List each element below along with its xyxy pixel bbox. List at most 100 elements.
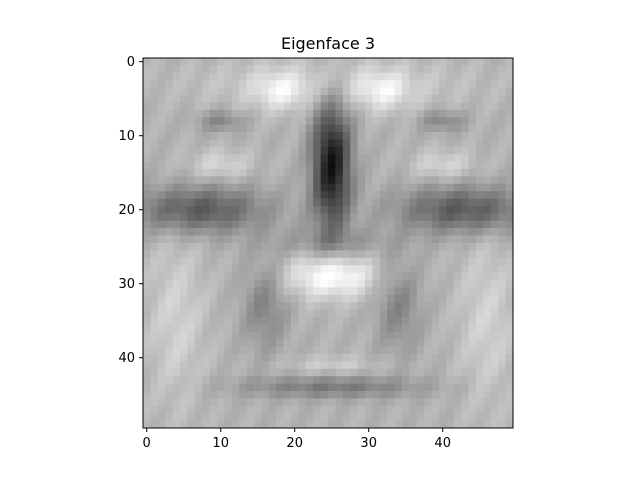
heatmap-cell <box>150 361 159 370</box>
heatmap-cell <box>379 132 388 140</box>
heatmap-cell <box>424 235 432 244</box>
heatmap-cell <box>231 146 240 155</box>
heatmap-cell <box>357 250 366 259</box>
heatmap-cell <box>291 65 299 74</box>
heatmap-cell <box>446 176 455 185</box>
heatmap-cell <box>431 309 440 318</box>
heatmap-cell <box>409 265 418 273</box>
heatmap-cell <box>291 272 299 281</box>
heatmap-cell <box>372 368 381 377</box>
heatmap-cell <box>150 420 159 429</box>
heatmap-cell <box>276 354 284 362</box>
heatmap-cell <box>291 250 299 259</box>
heatmap-cell <box>246 72 255 81</box>
heatmap-cell <box>424 80 432 88</box>
heatmap-cell <box>209 420 218 429</box>
heatmap-cell <box>143 354 151 362</box>
heatmap-cell <box>483 383 492 392</box>
heatmap-cell <box>261 146 270 155</box>
heatmap-cell <box>365 243 373 251</box>
heatmap-cell <box>498 317 506 325</box>
heatmap-cell <box>276 109 284 118</box>
heatmap-cell <box>402 250 410 259</box>
heatmap-cell <box>387 235 395 244</box>
heatmap-cell <box>483 391 492 399</box>
heatmap-cell <box>461 146 469 155</box>
heatmap-cell <box>468 354 477 362</box>
heatmap-cell <box>490 124 499 133</box>
heatmap-cell <box>224 280 233 288</box>
heatmap-cell <box>328 391 336 399</box>
heatmap-cell <box>461 331 469 340</box>
heatmap-cell <box>224 317 233 325</box>
heatmap-cell <box>476 391 484 399</box>
heatmap-cell <box>439 302 447 310</box>
heatmap-cell <box>453 391 462 399</box>
heatmap-cell <box>224 139 233 148</box>
heatmap-cell <box>217 302 225 310</box>
heatmap-cell <box>172 331 181 340</box>
heatmap-cell <box>342 331 351 340</box>
heatmap-cell <box>313 391 321 399</box>
heatmap-cell <box>365 383 373 392</box>
heatmap-cell <box>446 198 455 207</box>
heatmap-cell <box>150 257 159 266</box>
heatmap-cell <box>505 309 514 318</box>
heatmap-cell <box>357 257 366 266</box>
heatmap-cell <box>291 176 299 185</box>
heatmap-cell <box>379 354 388 362</box>
heatmap-cell <box>439 280 447 288</box>
heatmap-cell <box>424 124 432 133</box>
heatmap-cell <box>365 331 373 340</box>
heatmap-cell <box>231 265 240 273</box>
heatmap-cell <box>194 169 203 177</box>
heatmap-cell <box>431 361 440 370</box>
heatmap-cell <box>157 72 166 81</box>
heatmap-cell <box>483 65 492 74</box>
heatmap-cell <box>157 183 166 192</box>
heatmap-cell <box>202 169 210 177</box>
heatmap-cell <box>172 368 181 377</box>
heatmap-cell <box>394 361 403 370</box>
heatmap-cell <box>209 161 218 170</box>
heatmap-cell <box>239 58 247 66</box>
heatmap-cell <box>231 176 240 185</box>
heatmap-cell <box>483 361 492 370</box>
heatmap-cell <box>372 139 381 148</box>
heatmap-cell <box>342 235 351 244</box>
heatmap-cell <box>217 243 225 251</box>
heatmap-cell <box>143 413 151 421</box>
heatmap-cell <box>365 413 373 421</box>
heatmap-cell <box>394 287 403 296</box>
heatmap-cell <box>490 102 499 111</box>
heatmap-cell <box>505 272 514 281</box>
heatmap-cell <box>476 65 484 74</box>
heatmap-cell <box>387 146 395 155</box>
heatmap-cell <box>143 109 151 118</box>
heatmap-cell <box>254 398 262 407</box>
heatmap-cell <box>446 405 455 414</box>
heatmap-cell <box>424 191 432 199</box>
heatmap-cell <box>261 398 270 407</box>
heatmap-cell <box>172 398 181 407</box>
heatmap-cell <box>350 287 358 296</box>
heatmap-cell <box>239 198 247 207</box>
heatmap-cell <box>461 198 469 207</box>
heatmap-cell <box>394 117 403 125</box>
heatmap-cell <box>150 80 159 88</box>
heatmap-cell <box>291 280 299 288</box>
heatmap-cell <box>157 176 166 185</box>
heatmap-cell <box>402 294 410 303</box>
heatmap-cell <box>350 109 358 118</box>
heatmap-cell <box>387 294 395 303</box>
heatmap-cell <box>283 265 292 273</box>
heatmap-cell <box>379 154 388 162</box>
heatmap-cell <box>187 154 196 162</box>
heatmap-cell <box>461 420 469 429</box>
heatmap-cell <box>217 420 225 429</box>
heatmap-cell <box>328 309 336 318</box>
heatmap-cell <box>372 235 381 244</box>
heatmap-cell <box>224 257 233 266</box>
heatmap-cell <box>476 102 484 111</box>
heatmap-cell <box>498 250 506 259</box>
